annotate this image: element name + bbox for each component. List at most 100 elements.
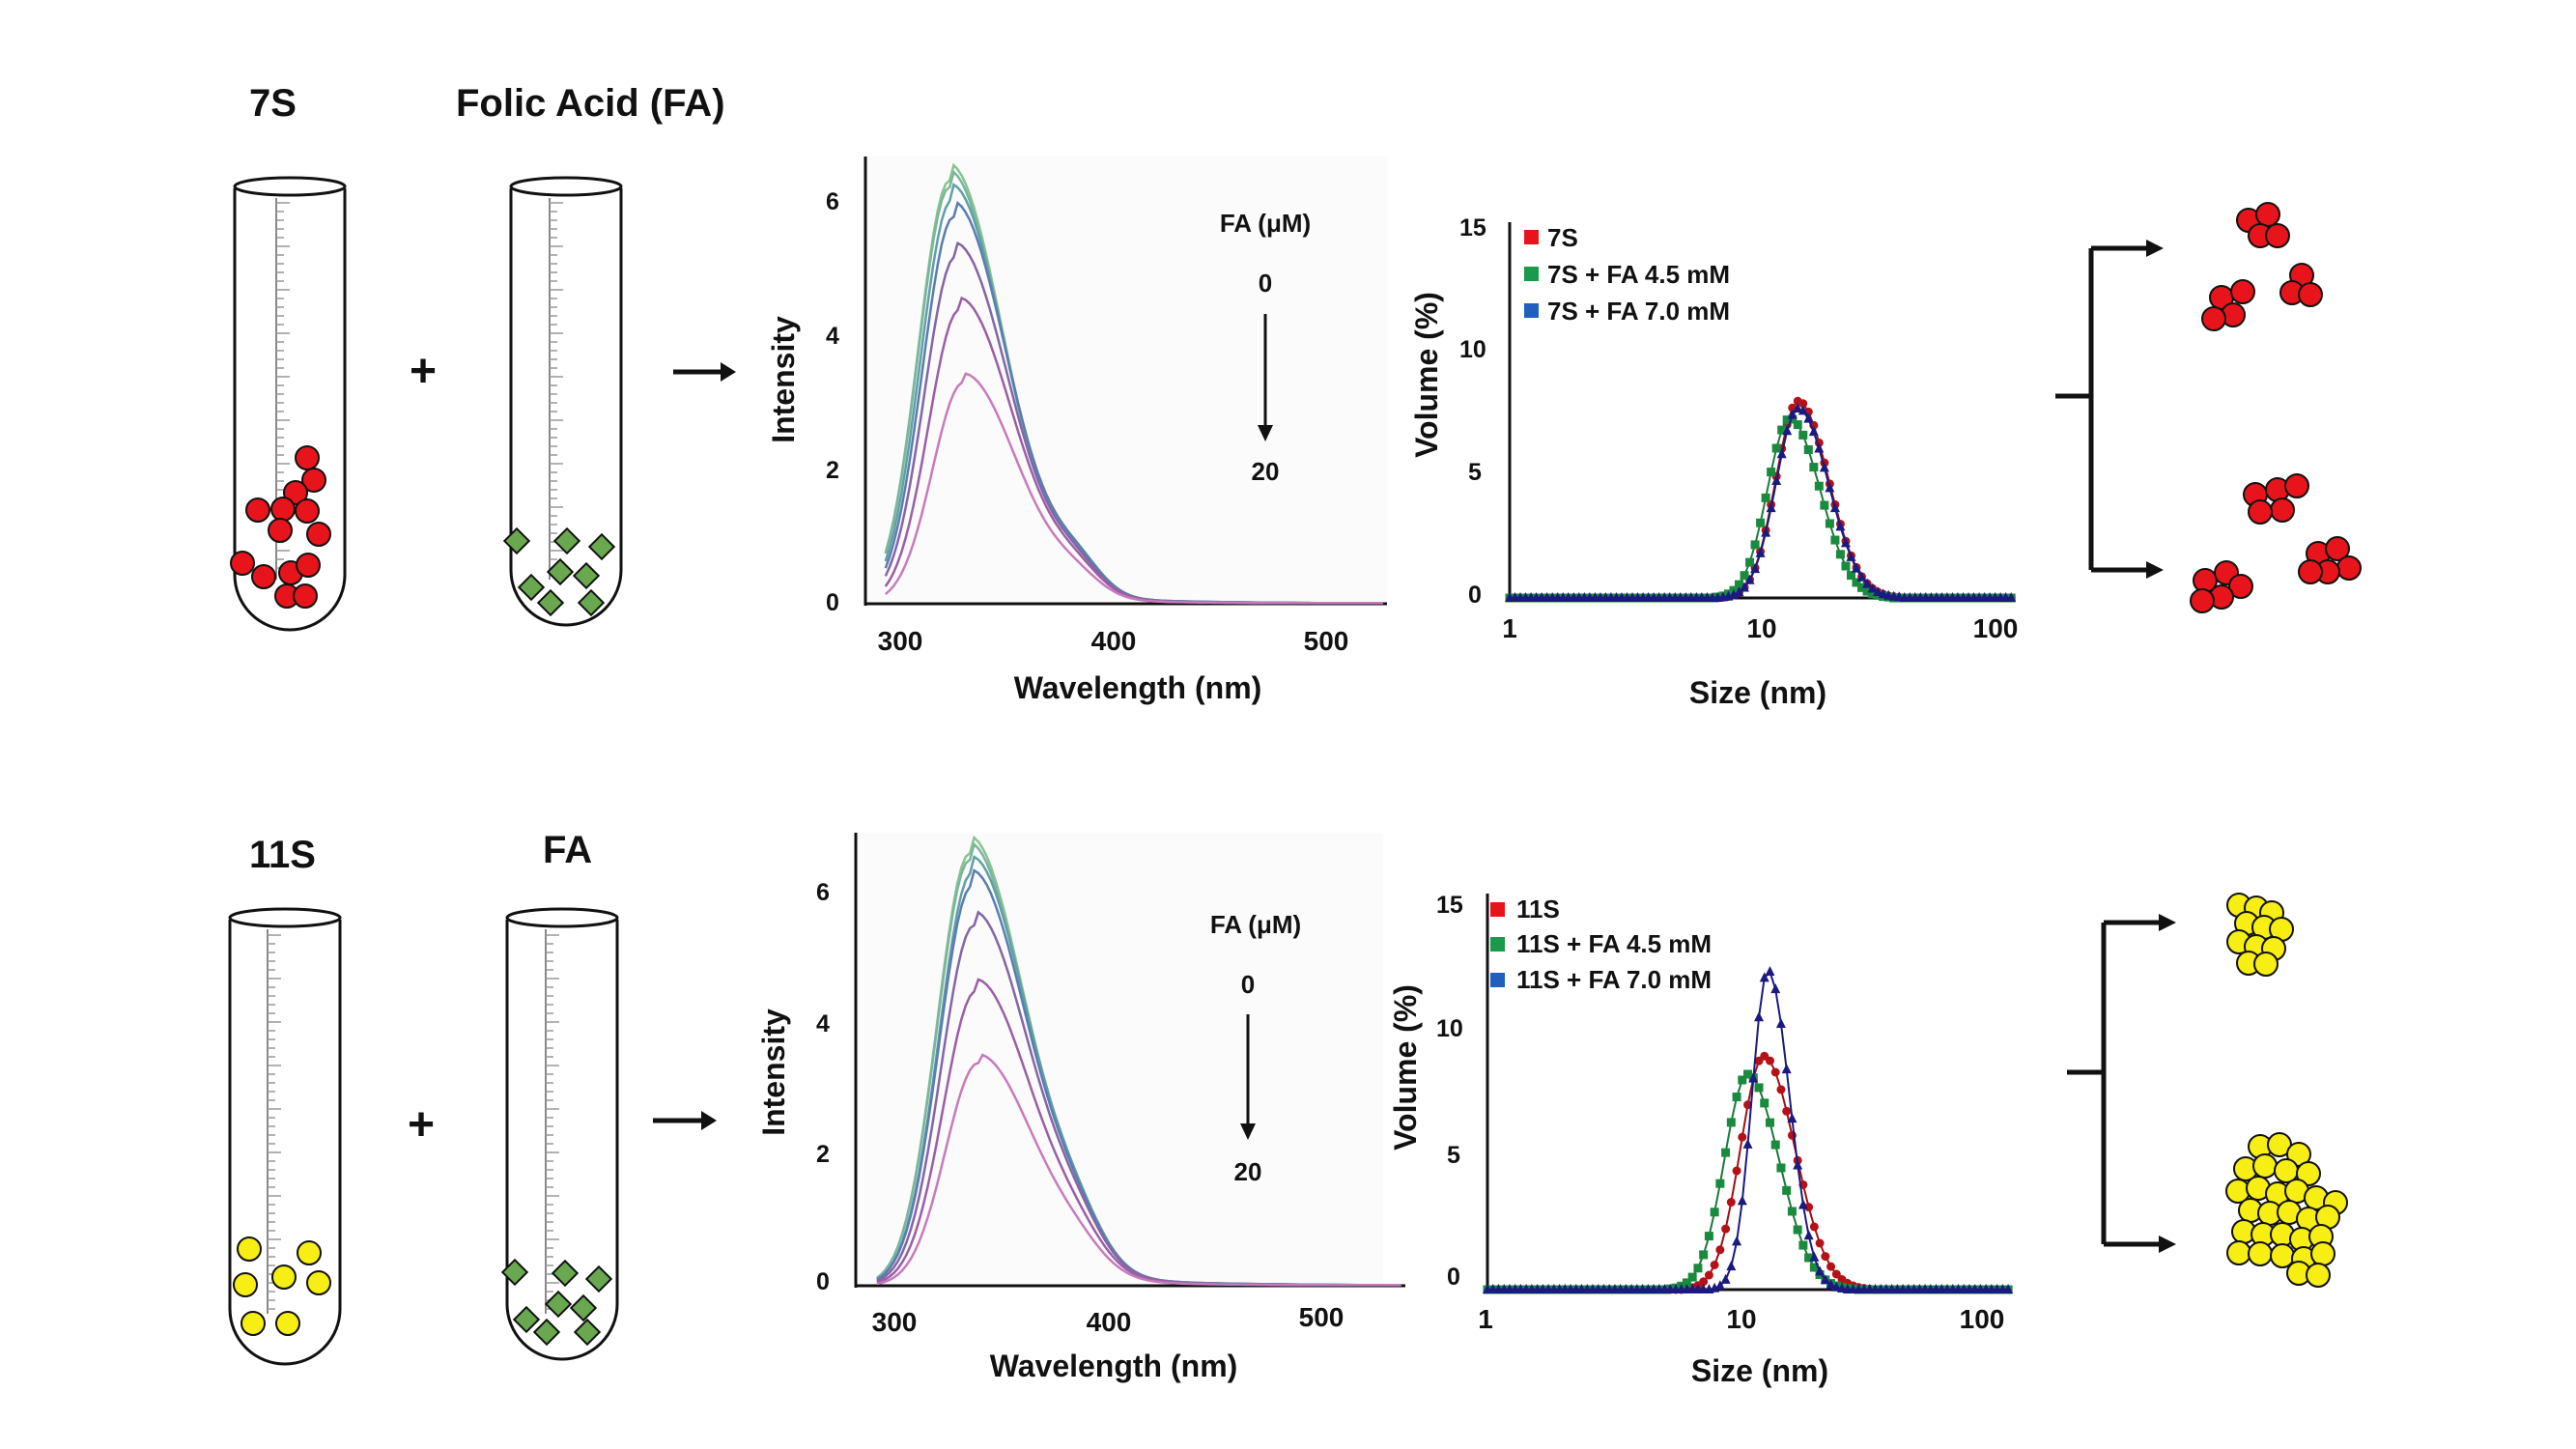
aggregate-particle (2228, 574, 2253, 599)
data-point (1720, 1273, 1731, 1284)
data-point (1840, 537, 1851, 548)
data-point (1738, 1075, 1747, 1085)
aggregate-particle (2248, 1241, 2273, 1266)
protein-label-11s: 11S (249, 834, 316, 876)
y-axis-label: Volume (%) (1409, 292, 1444, 458)
x-tick: 1 (1478, 1304, 1493, 1334)
data-point (1835, 521, 1846, 531)
protein-particle (295, 445, 320, 470)
data-point (1743, 1069, 1753, 1079)
y-tick: 0 (816, 1268, 830, 1295)
fluorescence-chart-11s: 6 4 2 0 300 400 500 Wavelength (nm) Inte… (756, 833, 1405, 1383)
data-point (1699, 1277, 1709, 1287)
x-tick: 1 (1502, 613, 1517, 643)
data-point (1803, 445, 1813, 455)
x-axis-label: Wavelength (nm) (990, 1349, 1238, 1383)
folic-acid-particles-2 (500, 1258, 613, 1347)
folic-acid-molecule (500, 1258, 529, 1287)
protein-particle (306, 1270, 331, 1295)
data-point (1726, 1198, 1736, 1208)
aggregate-particle (2336, 555, 2362, 581)
y-tick: 15 (1436, 892, 1463, 919)
x-tick: 500 (1299, 1302, 1345, 1332)
test-tube-11s (228, 907, 342, 1366)
protein-particle (295, 498, 320, 524)
aggregate-particle (2298, 282, 2323, 307)
data-point (1750, 540, 1760, 550)
data-point (1819, 462, 1829, 472)
data-point (1829, 502, 1840, 513)
aggregate-particle (2284, 473, 2309, 498)
data-point (1825, 519, 1834, 528)
data-point (1744, 574, 1755, 584)
legend-entry: 7S (1547, 223, 1578, 252)
x-tick: 10 (1726, 1304, 1756, 1334)
y-tick: 10 (1436, 1015, 1463, 1042)
data-point (1704, 1270, 1713, 1280)
x-tick: 400 (1087, 1307, 1132, 1337)
y-tick: 0 (1447, 1264, 1460, 1291)
data-point (1804, 1203, 1814, 1212)
data-point (1743, 1100, 1753, 1110)
data-point (1704, 1232, 1713, 1241)
y-tick: 2 (816, 1141, 830, 1168)
x-tick: 100 (1960, 1304, 2005, 1334)
aggregate-particle (2306, 1263, 2331, 1288)
y-tick: 4 (826, 323, 839, 350)
folic-acid-molecule (552, 526, 581, 555)
data-point (1776, 1085, 1786, 1094)
ligand-label-fa-2: FA (543, 829, 592, 871)
legend-swatch-green (1490, 937, 1505, 952)
data-point (1750, 563, 1761, 574)
data-point (1732, 1166, 1741, 1176)
data-point (1756, 518, 1766, 527)
folic-acid-molecule (573, 1318, 602, 1347)
plus-sign: + (410, 346, 437, 397)
data-point (1781, 1064, 1792, 1074)
folic-acid-molecule (572, 561, 601, 590)
data-point (2006, 592, 2017, 602)
folic-acid-particles (502, 526, 616, 617)
data-point (1742, 1138, 1753, 1149)
dls-line (1510, 407, 2012, 599)
data-point (1793, 1159, 1803, 1170)
data-point (1761, 526, 1771, 537)
large-aggregates-7s (2190, 473, 2362, 613)
protein-particle (270, 497, 296, 522)
legend-swatch-red (1490, 902, 1505, 917)
folic-acid-molecule (532, 1318, 561, 1347)
protein-label-7s: 7S (249, 82, 297, 125)
protein-particle (301, 468, 326, 493)
folic-acid-molecule (569, 1293, 598, 1322)
data-point (1815, 1265, 1826, 1276)
data-point (1820, 1274, 1830, 1285)
data-point (1770, 1067, 1780, 1077)
legend-entry: 11S (1516, 895, 1560, 923)
data-point (1831, 1269, 1841, 1279)
data-point (1862, 578, 1873, 588)
data-point (1765, 1056, 1774, 1065)
data-point (1873, 585, 1883, 596)
data-point (1770, 1140, 1780, 1150)
data-point (1815, 1238, 1825, 1248)
data-point (1798, 1240, 1808, 1250)
data-point (1715, 1179, 1725, 1188)
protein-particle (237, 1236, 262, 1262)
data-point (1852, 562, 1862, 573)
plus-sign-2: + (408, 1099, 435, 1151)
data-point (1814, 481, 1824, 491)
data-point (1857, 582, 1867, 592)
data-point (1814, 442, 1825, 453)
protein-particles-11s (233, 1236, 331, 1336)
data-point (1798, 399, 1808, 409)
x-tick: 10 (1746, 613, 1776, 643)
data-point (1710, 1282, 1720, 1293)
plot-area (865, 156, 1387, 603)
data-point (1754, 1083, 1764, 1093)
protein-particle (233, 1272, 258, 1297)
aggregate-particle (2253, 952, 2279, 977)
x-tick: 400 (1091, 626, 1137, 656)
data-point (1714, 1280, 1725, 1291)
aggregate-particle (2248, 499, 2273, 525)
